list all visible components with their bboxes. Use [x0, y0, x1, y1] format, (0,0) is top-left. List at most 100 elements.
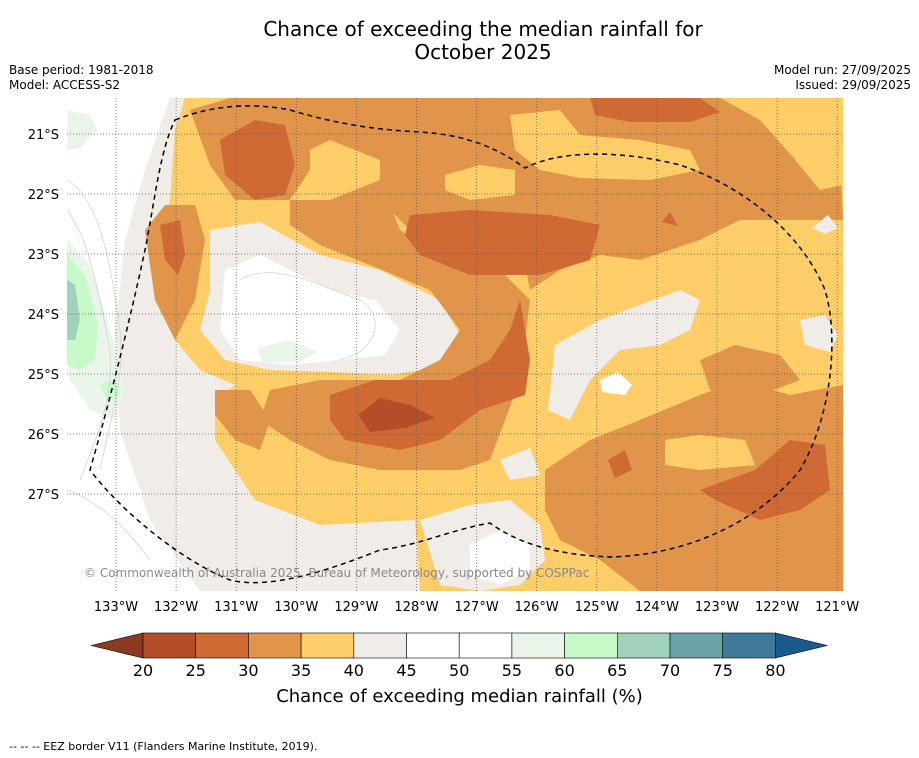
colorbar-tick-label: 60	[554, 661, 574, 680]
lat-label: 24°S	[28, 308, 59, 323]
lon-label: 133°W	[94, 600, 138, 615]
model-run: Model run: 27/09/2025	[773, 63, 911, 77]
contour-60-65-west	[67, 255, 98, 370]
map-title: Chance of exceeding the median rainfall …	[0, 18, 919, 64]
lon-label: 123°W	[695, 600, 739, 615]
lon-label: 131°W	[214, 600, 258, 615]
base-period: Base period: 1981-2018	[9, 63, 154, 77]
colorbar-bin	[511, 632, 565, 659]
lon-label: 122°W	[755, 600, 799, 615]
colorbar-min-arrow	[90, 632, 144, 659]
contour-55-60-patch	[258, 340, 318, 362]
contour-35-40-island-b	[510, 110, 700, 180]
lon-label: 129°W	[334, 600, 378, 615]
lat-label: 21°S	[28, 128, 59, 143]
contour-30-35-south	[545, 380, 843, 591]
longitude-labels: 133°W 132°W 131°W 130°W 129°W 128°W 127°W 126°W…	[94, 600, 860, 615]
colorbar-tick-label: 35	[291, 661, 311, 680]
colorbar-tick-label: 70	[660, 661, 680, 680]
colorbar-tick-label: 20	[133, 661, 153, 680]
graticule	[67, 98, 843, 591]
colorbar-tick-label: 30	[238, 661, 258, 680]
contour-25-30-ne	[590, 98, 720, 122]
colorbar-bin	[300, 632, 355, 659]
colorbar-bin	[669, 632, 724, 659]
contour-20-25	[358, 398, 435, 432]
contour-55-60-nw	[67, 110, 97, 150]
colorbar-bin	[406, 632, 460, 659]
lon-label: 128°W	[394, 600, 438, 615]
contour-25-30-central	[405, 210, 600, 275]
colorbar-tick-label: 55	[502, 661, 522, 680]
lon-label: 127°W	[455, 600, 499, 615]
contour-35-40-island-c	[665, 435, 755, 470]
colorbar-tick-label: 50	[449, 661, 469, 680]
lat-label: 26°S	[28, 428, 59, 443]
colorbar: 20 25 30 35 40 45 50 55 60 65 70 75 80	[90, 632, 828, 680]
contour-25-30-small	[608, 450, 632, 478]
contour-line	[239, 272, 376, 361]
contour-line	[67, 209, 112, 481]
colorbar-bin	[195, 632, 249, 659]
colorbar-tick-label: 25	[186, 661, 206, 680]
colorbar-tick-label: 80	[765, 661, 785, 680]
map-plot-area: © Commonwealth of Australia 2025, Bureau…	[67, 98, 843, 591]
contour-30-35-north	[190, 98, 843, 290]
contour-45-50-east	[600, 372, 632, 395]
contour-25-30-se	[700, 440, 830, 520]
lon-label: 126°W	[515, 600, 559, 615]
contour-60-65-spot	[100, 378, 120, 402]
contour-35-40-island-d	[795, 140, 843, 190]
contour-65-70-west	[67, 280, 80, 340]
title-line-2: October 2025	[414, 40, 552, 64]
contour-40-45-east2	[800, 315, 838, 352]
colorbar-max-arrow	[775, 632, 828, 659]
lon-label: 124°W	[635, 600, 679, 615]
colorbar-bin	[248, 632, 302, 659]
colorbar-bin	[458, 632, 513, 659]
contour-30-35-west	[145, 205, 205, 340]
title-line-1: Chance of exceeding the median rainfall …	[263, 17, 703, 41]
latitude-labels: 21°S 22°S 23°S 24°S 25°S 26°S 27°S	[28, 128, 59, 503]
contour-40-45-south	[500, 448, 540, 480]
colorbar-bin	[564, 632, 618, 659]
lat-label: 22°S	[28, 188, 59, 203]
meta-left: Base period: 1981-2018 Model: ACCESS-S2	[9, 63, 154, 93]
eez-footnote: -- -- -- EEZ border V11 (Flanders Marine…	[9, 740, 318, 753]
lon-label: 130°W	[274, 600, 318, 615]
contour-25-30-tiny	[662, 212, 678, 226]
contour-25-30-west	[160, 220, 185, 275]
colorbar-label: Chance of exceeding median rainfall (%)	[276, 686, 643, 707]
colorbar-bin	[616, 632, 671, 659]
colorbar-tick-label: 75	[713, 661, 733, 680]
lon-label: 125°W	[575, 600, 619, 615]
contour-45-50-southwest	[470, 530, 530, 585]
contour-40-45-east	[548, 290, 700, 420]
lon-label: 132°W	[154, 600, 198, 615]
contour-30-35-southeast	[700, 345, 800, 395]
contour-line	[67, 489, 151, 561]
lat-label: 25°S	[28, 368, 59, 383]
colorbar-bin	[353, 632, 407, 659]
colorbar-tick-label: 40	[344, 661, 364, 680]
contour-40-45-east3	[812, 215, 838, 234]
contour-35-40-island-a	[445, 165, 515, 200]
contour-30-35-sw	[215, 390, 270, 450]
contour-25-30-north	[220, 120, 295, 200]
issued-date: Issued: 29/09/2025	[795, 78, 911, 92]
colorbar-bin	[142, 632, 197, 659]
contour-lines	[67, 179, 376, 561]
lat-label: 23°S	[28, 248, 59, 263]
colorbar-bin	[722, 632, 776, 659]
eez-border	[89, 105, 833, 584]
lat-label: 27°S	[28, 488, 59, 503]
lon-label: 121°W	[815, 600, 859, 615]
rainfall-map: © Commonwealth of Australia 2025, Bureau…	[28, 98, 860, 680]
model-name: Model: ACCESS-S2	[9, 78, 121, 92]
contour-line	[67, 179, 122, 471]
meta-right: Model run: 27/09/2025 Issued: 29/09/2025	[774, 63, 911, 93]
contour-45-50-hole	[220, 255, 400, 365]
colorbar-tick-label: 65	[607, 661, 627, 680]
copyright-text: © Commonwealth of Australia 2025, Bureau…	[84, 566, 589, 580]
colorbar-tick-label: 45	[396, 661, 416, 680]
